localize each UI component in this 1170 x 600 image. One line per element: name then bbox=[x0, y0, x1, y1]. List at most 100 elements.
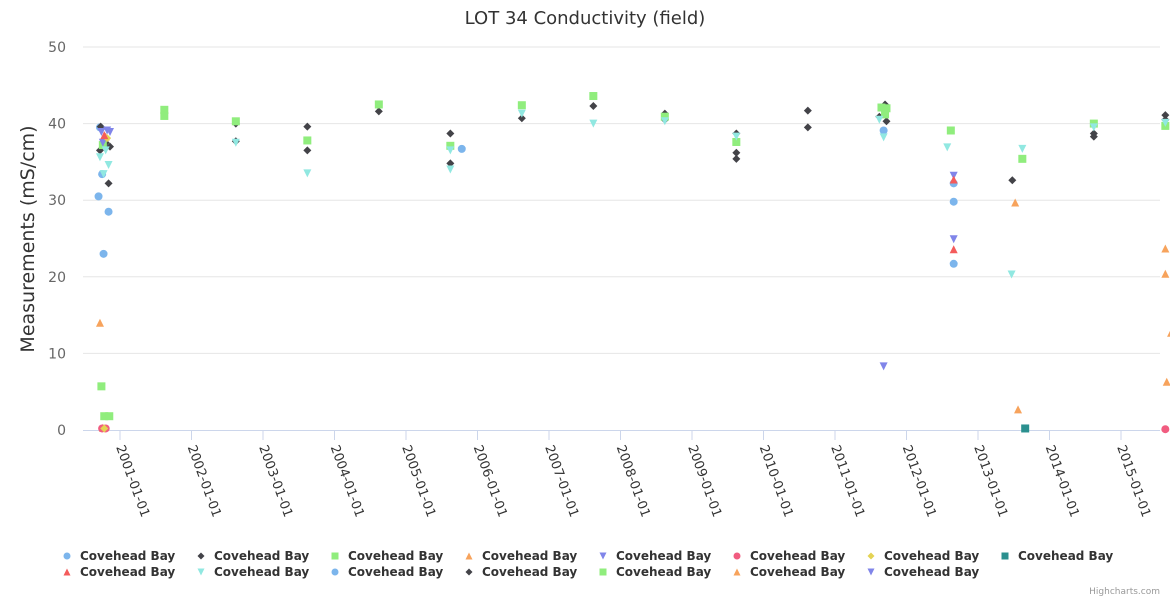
legend-item[interactable]: Covehead Bay bbox=[733, 549, 846, 563]
legend-label: Covehead Bay bbox=[1018, 549, 1113, 563]
data-point bbox=[877, 103, 886, 112]
legend-label: Covehead Bay bbox=[348, 549, 443, 563]
data-point bbox=[1021, 424, 1030, 433]
legend-item[interactable]: Covehead Bay bbox=[331, 549, 444, 563]
legend-symbol-icon bbox=[465, 568, 473, 576]
data-point bbox=[589, 101, 598, 110]
data-point bbox=[457, 144, 466, 153]
x-tick-label: 2014-01-01 bbox=[1042, 443, 1082, 519]
data-point bbox=[732, 148, 741, 157]
data-point bbox=[517, 114, 526, 123]
data-point bbox=[374, 100, 383, 109]
legend-label: Covehead Bay bbox=[884, 549, 979, 563]
legend-label: Covehead Bay bbox=[616, 565, 711, 579]
y-tick-label: 30 bbox=[48, 193, 66, 209]
data-point bbox=[104, 179, 113, 188]
legend-item[interactable]: Covehead Bay bbox=[465, 549, 578, 563]
data-point bbox=[97, 382, 106, 391]
legend-symbol-icon bbox=[63, 552, 71, 560]
data-point bbox=[1011, 198, 1020, 207]
data-points bbox=[94, 92, 1170, 434]
grid-lines bbox=[83, 46, 1160, 354]
legend[interactable]: Covehead Bay Covehead Bay Covehead Bay Cove… bbox=[63, 549, 1114, 579]
legend-item[interactable]: Covehead Bay bbox=[331, 565, 444, 579]
data-point bbox=[446, 165, 455, 174]
data-point bbox=[446, 141, 455, 150]
legend-label: Covehead Bay bbox=[348, 565, 443, 579]
series-0 bbox=[94, 123, 958, 268]
series-1 bbox=[95, 100, 1170, 188]
x-tick-label: 2007-01-01 bbox=[541, 443, 581, 519]
data-point bbox=[105, 412, 114, 421]
legend-symbol-icon bbox=[867, 568, 875, 576]
x-tick-label: 2009-01-01 bbox=[684, 443, 724, 519]
legend-item[interactable]: Covehead Bay bbox=[867, 549, 980, 563]
data-point bbox=[97, 128, 106, 137]
data-point bbox=[100, 424, 109, 433]
x-tick-label: 2002-01-01 bbox=[184, 443, 224, 519]
data-point bbox=[879, 126, 888, 135]
chart-title: LOT 34 Conductivity (field) bbox=[465, 8, 706, 29]
legend-label: Covehead Bay bbox=[482, 549, 577, 563]
data-point bbox=[1008, 176, 1017, 185]
legend-label: Covehead Bay bbox=[616, 549, 711, 563]
legend-label: Covehead Bay bbox=[80, 565, 175, 579]
series-8 bbox=[100, 131, 958, 254]
data-point bbox=[732, 132, 741, 141]
data-point bbox=[1018, 144, 1027, 153]
data-point bbox=[879, 133, 888, 142]
data-point bbox=[95, 153, 104, 162]
data-point bbox=[100, 131, 109, 140]
data-point bbox=[660, 112, 669, 121]
legend-item[interactable]: Covehead Bay bbox=[197, 565, 310, 579]
legend-symbol-icon bbox=[599, 552, 607, 560]
data-point bbox=[1161, 118, 1170, 127]
legend-item[interactable]: Covehead Bay bbox=[599, 549, 712, 563]
data-point bbox=[589, 92, 598, 101]
data-point bbox=[949, 235, 958, 244]
y-axis-label: Measurements (mS/cm) bbox=[17, 125, 39, 352]
x-tick-label: 2013-01-01 bbox=[970, 443, 1010, 519]
data-point bbox=[1161, 244, 1170, 253]
legend-symbol-icon bbox=[331, 552, 339, 560]
data-point bbox=[1161, 111, 1170, 120]
data-point bbox=[949, 197, 958, 206]
legend-item[interactable]: Covehead Bay bbox=[465, 565, 578, 579]
series-3 bbox=[95, 132, 1170, 432]
data-point bbox=[879, 362, 888, 371]
y-tick-label: 10 bbox=[48, 346, 66, 362]
credits-link[interactable]: Highcharts.com bbox=[1089, 587, 1160, 597]
data-point bbox=[1007, 270, 1016, 279]
legend-item[interactable]: Covehead Bay bbox=[63, 565, 176, 579]
legend-symbol-icon bbox=[733, 568, 741, 576]
data-point bbox=[589, 119, 598, 128]
data-point bbox=[1167, 330, 1170, 337]
data-point bbox=[104, 160, 113, 169]
legend-item[interactable]: Covehead Bay bbox=[1001, 549, 1114, 563]
legend-item[interactable]: Covehead Bay bbox=[197, 549, 310, 563]
data-point bbox=[803, 106, 812, 115]
legend-label: Covehead Bay bbox=[884, 565, 979, 579]
legend-symbol-icon bbox=[599, 568, 607, 576]
data-point bbox=[95, 318, 104, 327]
x-tick-label: 2011-01-01 bbox=[827, 443, 867, 519]
legend-symbol-icon bbox=[197, 552, 205, 560]
data-point bbox=[1089, 123, 1098, 132]
series-7 bbox=[1021, 424, 1030, 433]
legend-item[interactable]: Covehead Bay bbox=[599, 565, 712, 579]
y-tick-label: 0 bbox=[57, 423, 66, 439]
y-tick-label: 50 bbox=[48, 40, 66, 56]
data-point bbox=[1014, 405, 1023, 414]
legend-symbol-icon bbox=[733, 552, 741, 560]
data-point bbox=[160, 105, 169, 114]
data-point bbox=[517, 109, 526, 118]
data-point bbox=[303, 169, 312, 178]
y-tick-label: 40 bbox=[48, 117, 66, 133]
legend-item[interactable]: Covehead Bay bbox=[63, 549, 176, 563]
data-point bbox=[446, 146, 455, 155]
legend-item[interactable]: Covehead Bay bbox=[867, 565, 980, 579]
legend-item[interactable]: Covehead Bay bbox=[733, 565, 846, 579]
data-point bbox=[446, 129, 455, 138]
data-point bbox=[160, 111, 169, 120]
